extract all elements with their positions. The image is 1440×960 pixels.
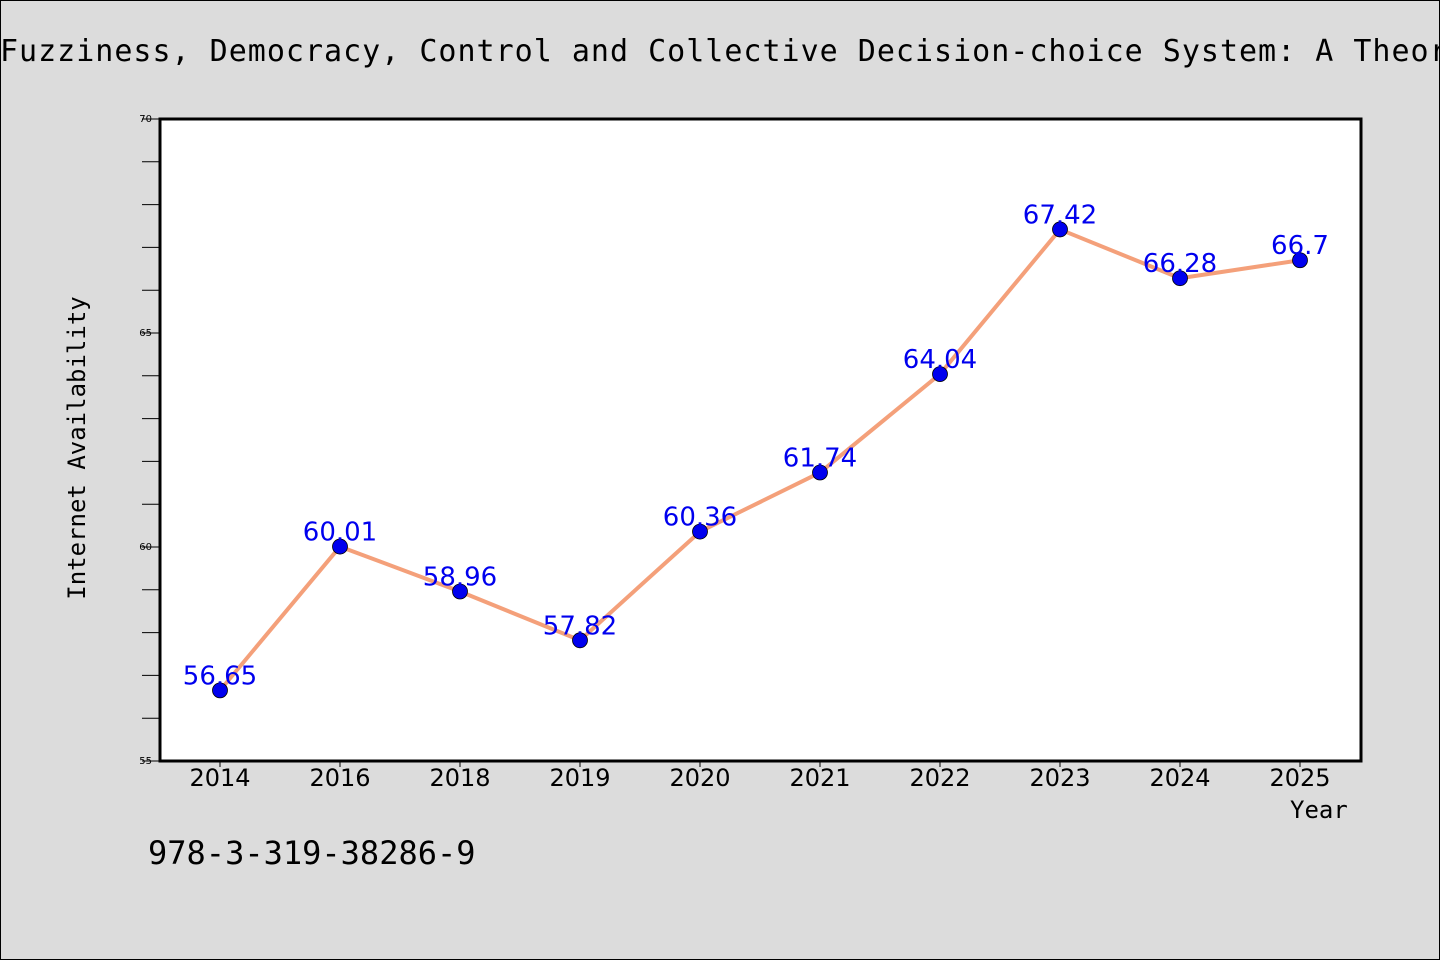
series-line [218,227,1301,692]
x-tick-label: 2022 [909,764,970,792]
x-tick-label: 2020 [669,764,730,792]
y-tick-label: 65 [139,328,152,339]
y-tick-label: 70 [139,114,152,125]
data-point [452,583,468,600]
y-tick-label: 60 [139,542,152,553]
data-label: 60.01 [303,518,377,548]
x-tick-label: 2025 [1269,764,1330,792]
chart-title: Fuzziness, Democracy, Control and Collec… [0,34,1440,69]
x-axis-label: Year [1290,796,1348,824]
data-label: 56.65 [183,661,257,691]
data-point [1172,270,1188,287]
data-point [692,523,708,540]
y-tick-label: 55 [139,756,152,767]
x-tick-label: 2019 [549,764,610,792]
x-tick-label: 2014 [189,764,250,792]
data-point [812,464,828,481]
y-axis-label: Internet Availability [63,296,91,600]
data-label: 57.82 [543,611,617,641]
data-label: 66.28 [1143,249,1217,279]
x-tick-label: 2023 [1029,764,1090,792]
data-label: 66.7 [1271,231,1329,261]
data-label: 60.36 [663,503,737,533]
data-label: 61.74 [783,444,857,474]
data-label: 64.04 [903,345,977,375]
data-point [1292,252,1308,269]
data-point [212,682,228,699]
x-tick-label: 2018 [429,764,490,792]
x-tick-label: 2024 [1149,764,1210,792]
data-point [332,538,348,555]
plot-area [158,117,1363,763]
data-point [572,632,588,649]
data-label: 67.42 [1023,200,1097,230]
x-tick-label: 2021 [789,764,850,792]
data-point [1052,221,1068,238]
data-label: 58.96 [423,563,497,593]
isbn-text: 978-3-319-38286-9 [148,834,476,872]
x-tick-label: 2016 [309,764,370,792]
data-point [932,366,948,382]
